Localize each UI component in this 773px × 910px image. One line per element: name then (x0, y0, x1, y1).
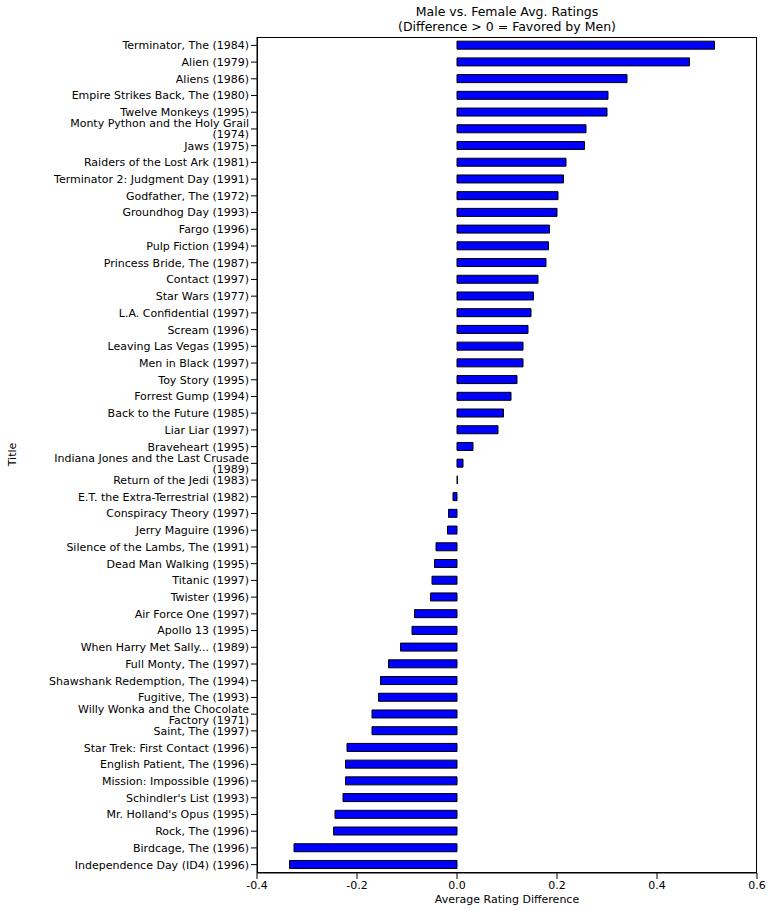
svg-text:0.2: 0.2 (548, 879, 566, 892)
svg-text:Back to the Future (1985): Back to the Future (1985) (108, 407, 249, 420)
svg-text:Schindler's List (1993): Schindler's List (1993) (126, 792, 249, 805)
svg-text:Scream (1996): Scream (1996) (167, 324, 249, 337)
svg-text:Contact (1997): Contact (1997) (166, 273, 249, 286)
svg-text:Braveheart (1995): Braveheart (1995) (147, 440, 249, 454)
svg-text:Terminator, The (1984): Terminator, The (1984) (121, 39, 249, 52)
svg-text:Jerry Maguire (1996): Jerry Maguire (1996) (135, 524, 249, 537)
html-text:Male vs. Female Avg. Ratings: Male vs. Female Avg. Ratings (415, 4, 599, 19)
svg-text:Pulp Fiction (1994): Pulp Fiction (1994) (146, 240, 249, 253)
svg-text:Independence Day (ID4) (1996): Independence Day (ID4) (1996) (75, 859, 249, 872)
svg-text:Monty Python and the Holy Grai: Monty Python and the Holy Grail(1974) (70, 117, 249, 141)
svg-text:Indiana Jones and the Last Cru: Indiana Jones and the Last Crusade(1989) (54, 452, 249, 476)
html-text:Title: Title (5, 442, 19, 467)
svg-text:Star Trek: First Contact (1996: Star Trek: First Contact (1996) (84, 742, 249, 755)
svg-text:Men in Black (1997): Men in Black (1997) (139, 357, 249, 370)
svg-text:Star Wars (1977): Star Wars (1977) (156, 290, 249, 303)
svg-text:Liar Liar (1997): Liar Liar (1997) (165, 424, 249, 437)
svg-text:-0.2: -0.2 (346, 879, 367, 892)
svg-text:Twelve Monkeys (1995): Twelve Monkeys (1995) (120, 106, 249, 120)
svg-text:Full Monty, The (1997): Full Monty, The (1997) (125, 658, 249, 671)
svg-text:Saint, The (1997): Saint, The (1997) (153, 725, 249, 738)
svg-text:Twister (1996): Twister (1996) (170, 591, 249, 604)
svg-text:Leaving Las Vegas (1995): Leaving Las Vegas (1995) (107, 340, 249, 353)
svg-text:Titanic (1997): Titanic (1997) (171, 574, 249, 587)
svg-text:When Harry Met Sally... (1989): When Harry Met Sally... (1989) (81, 641, 249, 654)
svg-text:-0.4: -0.4 (246, 879, 267, 892)
svg-text:Mission: Impossible (1996): Mission: Impossible (1996) (102, 775, 249, 788)
svg-text:Fugitive, The (1993): Fugitive, The (1993) (138, 691, 249, 705)
svg-text:Dead Man Walking (1995): Dead Man Walking (1995) (106, 558, 249, 571)
svg-text:L.A. Confidential (1997): L.A. Confidential (1997) (119, 307, 249, 320)
svg-text:English Patient, The (1996): English Patient, The (1996) (100, 758, 249, 771)
svg-text:Raiders of the Lost Ark (1981): Raiders of the Lost Ark (1981) (84, 156, 249, 169)
svg-text:0.4: 0.4 (648, 879, 666, 892)
svg-text:Air Force One (1997): Air Force One (1997) (135, 608, 249, 621)
svg-text:Return of the Jedi (1983): Return of the Jedi (1983) (113, 474, 249, 487)
svg-text:Shawshank Redemption, The (199: Shawshank Redemption, The (1994) (49, 675, 249, 688)
svg-text:Princess Bride, The (1987): Princess Bride, The (1987) (104, 257, 249, 270)
svg-text:Alien (1979): Alien (1979) (182, 56, 249, 69)
svg-text:Empire Strikes Back, The (1980: Empire Strikes Back, The (1980) (72, 89, 249, 102)
svg-text:Godfather, The (1972): Godfather, The (1972) (126, 190, 249, 203)
svg-text:Silence of the Lambs, The (199: Silence of the Lambs, The (1991) (66, 541, 249, 554)
html-text:Average Rating Difference: Average Rating Difference (434, 893, 580, 906)
svg-text:E.T. the Extra-Terrestrial (19: E.T. the Extra-Terrestrial (1982) (78, 491, 249, 504)
svg-text:Forrest Gump (1994): Forrest Gump (1994) (134, 390, 249, 403)
svg-text:Jaws (1975): Jaws (1975) (183, 140, 249, 153)
svg-text:Willy Wonka and the ChocolateF: Willy Wonka and the ChocolateFactory (19… (78, 703, 249, 727)
svg-text:Rock, The (1996): Rock, The (1996) (155, 825, 249, 838)
svg-text:Fargo (1996): Fargo (1996) (179, 223, 249, 236)
svg-text:Groundhog Day (1993): Groundhog Day (1993) (123, 206, 249, 219)
svg-text:0.6: 0.6 (748, 879, 765, 892)
svg-text:Birdcage, The (1996): Birdcage, The (1996) (133, 842, 249, 855)
html-text:(Difference > 0 = Favored by M: (Difference > 0 = Favored by Men) (398, 19, 616, 34)
svg-text:Apollo 13 (1995): Apollo 13 (1995) (157, 624, 249, 637)
svg-text:Aliens (1986): Aliens (1986) (176, 73, 249, 86)
svg-text:Mr. Holland's Opus (1995): Mr. Holland's Opus (1995) (107, 808, 249, 821)
svg-text:Terminator 2: Judgment Day (19: Terminator 2: Judgment Day (1991) (53, 173, 249, 186)
svg-text:0.0: 0.0 (448, 879, 466, 892)
svg-text:Conspiracy Theory (1997): Conspiracy Theory (1997) (106, 507, 249, 520)
svg-text:Toy Story (1995): Toy Story (1995) (157, 374, 249, 387)
